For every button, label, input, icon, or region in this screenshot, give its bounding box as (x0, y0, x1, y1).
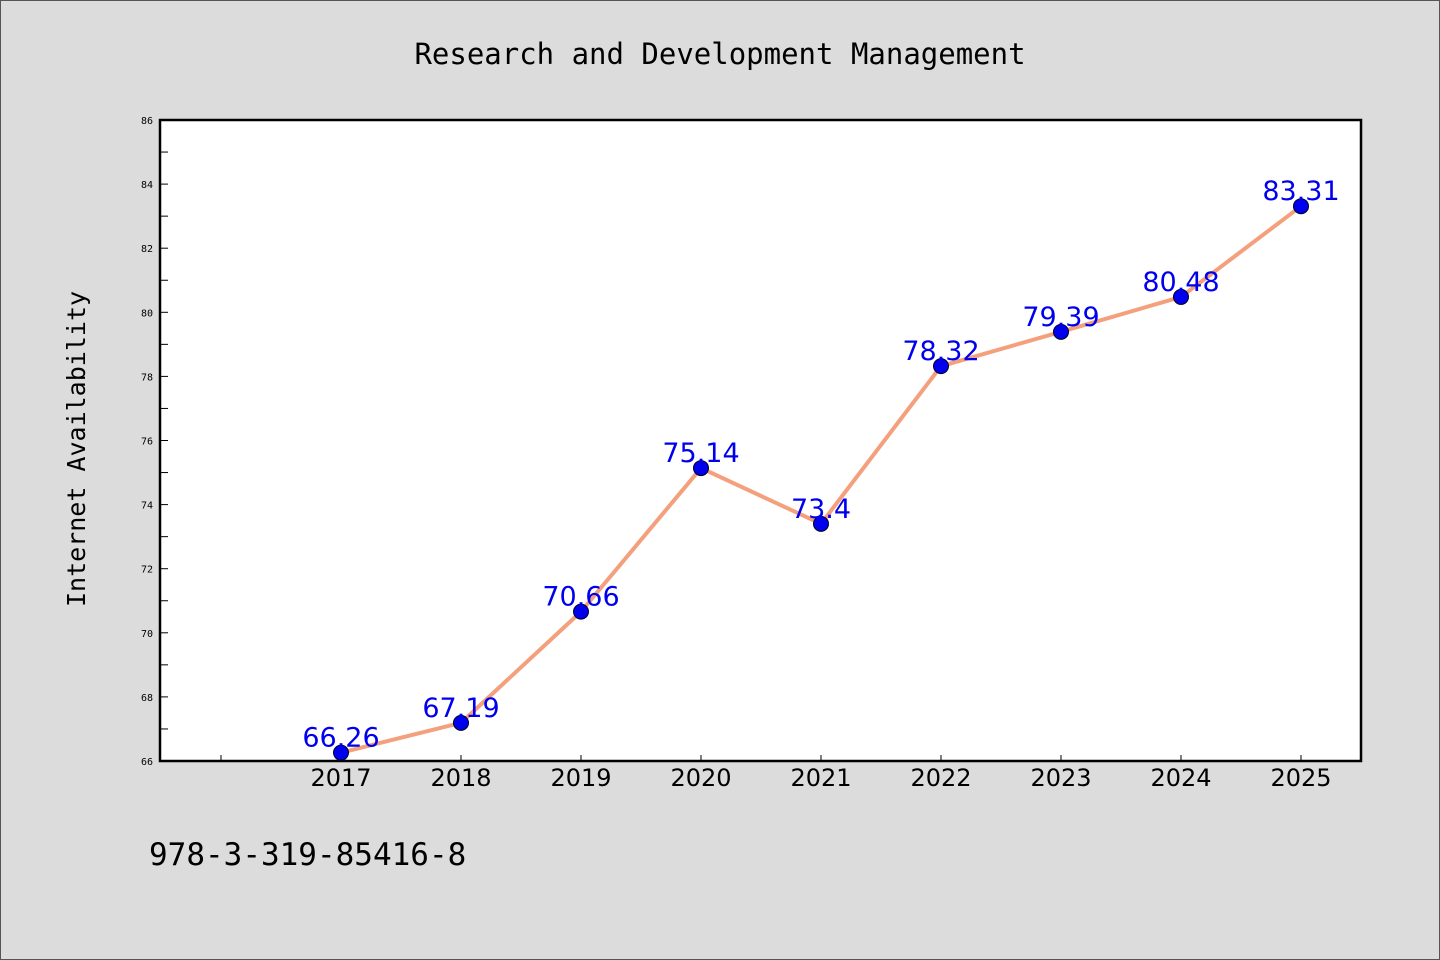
data-label: 79.39 (1022, 302, 1099, 333)
x-tick-label: 2022 (910, 764, 971, 792)
x-tick-label: 2019 (550, 764, 611, 792)
y-tick-label: 80 (141, 308, 153, 319)
x-tick-label: 2024 (1150, 764, 1211, 792)
data-point (813, 515, 829, 532)
data-label: 78.32 (902, 336, 979, 367)
data-label: 66.26 (302, 723, 379, 754)
y-tick-label: 76 (141, 437, 153, 448)
data-point (1173, 288, 1189, 305)
x-axis: 2017 2018 2019 2020 2021 2022 2023 2024 2025 (220, 755, 1332, 792)
data-point (693, 460, 709, 477)
y-tick-label: 70 (141, 629, 153, 640)
data-label: 80.48 (1142, 267, 1219, 298)
y-axis-label: Internet Availability (62, 291, 91, 607)
y-axis: 66 68 70 72 74 76 78 80 82 84 86 (141, 116, 168, 768)
y-tick-label: 68 (141, 693, 153, 704)
data-point (573, 603, 589, 620)
y-tick-label: 78 (141, 372, 153, 383)
data-label: 70.66 (542, 582, 619, 613)
series-layer: 66.26 67.19 70.66 75.14 73.4 78.32 79.39 80.48 8… (302, 176, 1340, 761)
plot-area (158, 118, 1363, 763)
chart-title: Research and Development Management (414, 37, 1025, 71)
data-point (333, 744, 349, 761)
data-point (1053, 323, 1069, 340)
x-tick-label: 2017 (310, 764, 371, 792)
data-label: 75.14 (662, 438, 739, 469)
y-tick-label: 82 (141, 244, 153, 255)
data-label: 73.4 (791, 494, 851, 525)
y-tick-label: 84 (141, 180, 153, 191)
y-tick-label: 74 (141, 501, 153, 512)
y-tick-label: 66 (141, 757, 153, 768)
x-tick-label: 2023 (1030, 764, 1091, 792)
footnote-isbn: 978-3-319-85416-8 (149, 837, 466, 873)
x-tick-label: 2025 (1270, 764, 1331, 792)
data-point (453, 714, 469, 731)
data-label: 83.31 (1262, 176, 1339, 207)
y-tick-label: 86 (141, 116, 153, 127)
data-point (1293, 198, 1309, 215)
x-tick-label: 2021 (790, 764, 851, 792)
x-tick-label: 2018 (430, 764, 491, 792)
y-tick-label: 72 (141, 565, 153, 576)
data-point (933, 358, 949, 375)
x-tick-label: 2020 (670, 764, 731, 792)
data-label: 67.19 (422, 693, 499, 724)
